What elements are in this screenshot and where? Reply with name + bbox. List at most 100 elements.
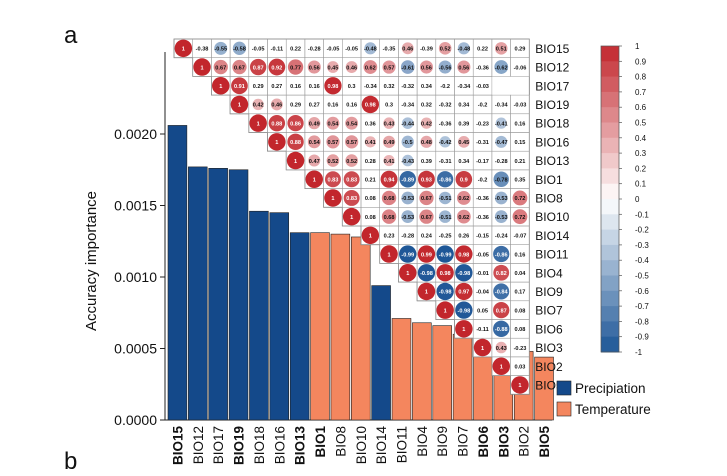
correlation-circle — [399, 245, 417, 263]
correlation-value: 0.9 — [460, 177, 468, 183]
matrix-row-label: BIO9 — [535, 285, 563, 299]
correlation-circle — [345, 154, 358, 167]
correlation-value: 1 — [518, 383, 521, 389]
colorbar-tick-label: 0.6 — [635, 103, 647, 112]
correlation-value: 0.67 — [421, 196, 432, 202]
colorbar-tick-label: 0.2 — [635, 164, 647, 173]
colorbar-tick-label: -0.3 — [635, 241, 649, 250]
correlation-value: -0.05 — [476, 252, 489, 258]
correlation-value: 0.08 — [515, 308, 526, 314]
x-tick-label: BIO18 — [252, 426, 267, 464]
correlation-value: 1 — [200, 65, 203, 71]
correlation-circle — [287, 115, 304, 132]
correlation-circle — [286, 151, 305, 170]
correlation-value: 0.16 — [515, 121, 526, 127]
correlation-circle — [457, 42, 470, 55]
correlation-value: -0.31 — [439, 159, 452, 165]
bar — [330, 233, 351, 421]
correlation-circle — [495, 135, 508, 148]
correlation-value: 0.57 — [384, 65, 395, 71]
correlation-circle — [493, 245, 510, 263]
correlation-value: 0.72 — [515, 215, 526, 221]
correlation-value: -0.05 — [252, 47, 265, 53]
correlation-value: 0.99 — [421, 252, 432, 258]
matrix-row-label: BIO5 — [535, 378, 563, 392]
correlation-circle — [232, 59, 247, 75]
correlation-value: 0.67 — [234, 65, 245, 71]
correlation-value: 0.08 — [365, 196, 376, 202]
correlation-circle — [455, 170, 473, 188]
colorbar-segment — [601, 321, 619, 338]
correlation-value: -0.11 — [271, 47, 283, 53]
x-tick-label: BIO14 — [374, 426, 389, 465]
correlation-circle — [438, 210, 452, 223]
correlation-value: -0.62 — [495, 65, 508, 71]
bar — [269, 212, 290, 421]
colorbar-segment — [601, 122, 619, 139]
correlation-value: -0.03 — [514, 103, 527, 109]
correlation-value: -0.36 — [476, 65, 489, 71]
correlation-value: 0.51 — [496, 47, 507, 53]
correlation-value: -0.07 — [514, 234, 527, 240]
correlation-value: -0.56 — [439, 65, 452, 71]
correlation-circle — [400, 60, 415, 74]
correlation-value: 0.54 — [328, 121, 340, 127]
bar — [452, 333, 473, 421]
correlation-value: 1 — [182, 47, 185, 53]
correlation-value: 0.16 — [309, 84, 320, 90]
correlation-circle — [307, 60, 321, 74]
correlation-value: -0.28 — [401, 234, 414, 240]
correlation-value: -0.41 — [495, 121, 508, 127]
correlation-value: -0.98 — [439, 290, 452, 296]
correlation-value: 0.62 — [458, 196, 469, 202]
correlation-circle — [383, 117, 395, 129]
correlation-value: -0.43 — [401, 159, 414, 165]
bar — [412, 322, 432, 421]
correlation-value: 0.47 — [309, 159, 320, 165]
colorbar-segment — [601, 260, 619, 276]
correlation-circle — [457, 135, 470, 148]
colorbar-tick-label: -0.6 — [635, 287, 649, 296]
correlation-value: 0.42 — [253, 103, 264, 109]
correlation-circle — [287, 59, 304, 75]
correlation-value: -0.34 — [401, 103, 415, 109]
y-tick-label: 0.0015 — [114, 198, 157, 214]
colorbar-segment — [601, 91, 619, 108]
correlation-circle — [268, 133, 286, 151]
correlation-circle — [249, 114, 267, 132]
correlation-circle — [493, 264, 510, 281]
matrix-row-label: BIO11 — [535, 248, 568, 262]
correlation-value: -0.01 — [476, 271, 489, 277]
legend-swatch — [556, 380, 572, 396]
correlation-value: -0.39 — [420, 47, 433, 53]
correlation-value: -0.17 — [476, 159, 489, 165]
correlation-circle — [495, 341, 507, 354]
correlation-value: 0.68 — [384, 196, 395, 202]
correlation-value: 0.24 — [421, 234, 433, 240]
x-tick-label: BIO9 — [435, 426, 450, 457]
correlation-value: 0.39 — [458, 121, 469, 127]
correlation-circle — [327, 61, 339, 73]
correlation-value: 1 — [481, 346, 484, 352]
correlation-value: -0.36 — [476, 196, 489, 202]
correlation-circle — [493, 171, 509, 187]
correlation-value: 0.21 — [515, 159, 526, 165]
correlation-value: -0.34 — [457, 84, 471, 90]
panel-label-a: a — [64, 22, 78, 49]
correlation-value: 1 — [406, 271, 409, 277]
correlation-value: 1 — [444, 308, 447, 314]
correlation-value: -0.99 — [401, 252, 414, 258]
matrix-row-label: BIO15 — [535, 42, 569, 56]
correlation-value: 1 — [462, 327, 465, 333]
colorbar-segment — [601, 168, 619, 185]
matrix-row-label: BIO1 — [535, 173, 563, 187]
matrix-row-label: BIO14 — [535, 229, 569, 243]
x-tick-label: BIO4 — [415, 426, 430, 457]
correlation-value: 0.88 — [271, 121, 282, 127]
correlation-value: 0.62 — [458, 215, 469, 221]
correlation-value: 1 — [425, 290, 428, 296]
correlation-value: 0.16 — [290, 84, 301, 90]
legend-label: Precipiation — [575, 381, 646, 396]
correlation-value: 0.45 — [328, 65, 339, 71]
